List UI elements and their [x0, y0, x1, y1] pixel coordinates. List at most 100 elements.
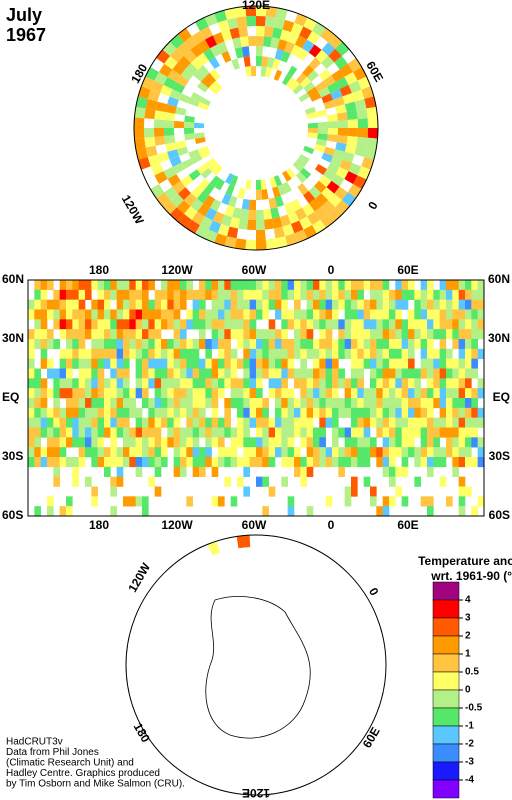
anomaly-cell	[271, 216, 283, 229]
anomaly-cell	[78, 339, 86, 350]
anomaly-cell	[446, 388, 453, 399]
anomaly-cell	[268, 437, 276, 448]
anomaly-cell	[78, 457, 86, 468]
anomaly-cell	[123, 299, 130, 310]
anomaly-cell	[169, 89, 182, 100]
anomaly-cell	[262, 398, 269, 409]
anomaly-cell	[414, 289, 421, 300]
anomaly-cell	[351, 407, 358, 418]
anomaly-cell	[161, 339, 168, 350]
anomaly-cell	[401, 427, 409, 438]
anomaly-cell	[321, 93, 334, 104]
anomaly-cell	[104, 457, 111, 468]
anomaly-cell	[224, 299, 231, 310]
south-pole-frame	[125, 534, 387, 796]
anomaly-cell	[351, 309, 358, 320]
anomaly-cell	[200, 77, 213, 89]
anomaly-cell	[458, 339, 466, 350]
anomaly-cell	[110, 398, 117, 409]
anomaly-cell	[104, 339, 111, 350]
anomaly-cell	[176, 146, 189, 157]
anomaly-cell	[211, 398, 219, 409]
legend-tick-label: -1	[465, 721, 474, 732]
anomaly-cell	[458, 398, 466, 409]
anomaly-cell	[357, 166, 371, 180]
anomaly-cell	[294, 457, 301, 468]
anomaly-cell	[66, 457, 73, 468]
anomaly-cell	[237, 398, 244, 409]
anomaly-cell	[221, 214, 233, 227]
anomaly-cell	[338, 427, 345, 438]
anomaly-cell	[53, 289, 60, 300]
anomaly-cell	[34, 427, 41, 438]
anomaly-cell	[401, 348, 409, 359]
anomaly-cell	[287, 348, 295, 359]
anomaly-cell	[256, 417, 263, 428]
anomaly-cell	[148, 457, 155, 468]
anomaly-cell	[186, 407, 193, 418]
anomaly-cell	[208, 84, 220, 95]
anomaly-cell	[154, 171, 168, 184]
anomaly-cell	[34, 437, 41, 448]
anomaly-cell	[110, 407, 117, 418]
anomaly-cell	[439, 368, 447, 379]
anomaly-cell	[477, 319, 485, 330]
anomaly-cell	[91, 437, 98, 448]
anomaly-cell	[97, 407, 105, 418]
anomaly-cell	[290, 22, 304, 36]
anomaly-cell	[66, 407, 73, 418]
anomaly-cell	[161, 388, 168, 399]
anomaly-cell	[28, 437, 35, 448]
anomaly-cell	[53, 388, 60, 399]
anomaly-cell	[85, 309, 92, 320]
anomaly-cell	[330, 89, 343, 100]
anomaly-cell	[142, 417, 149, 428]
anomaly-cell	[154, 437, 162, 448]
anomaly-cell	[306, 368, 314, 379]
anomaly-cell	[344, 427, 352, 438]
anomaly-cell	[357, 388, 364, 399]
anomaly-cell	[180, 457, 187, 468]
anomaly-cell	[370, 299, 377, 310]
anomaly-cell	[471, 457, 478, 468]
anomaly-cell	[123, 496, 130, 507]
anomaly-cell	[154, 110, 166, 120]
anomaly-cell	[238, 26, 248, 38]
anomaly-cell	[318, 175, 332, 188]
anomaly-cell	[471, 388, 478, 399]
anomaly-cell	[167, 437, 174, 448]
anomaly-cell	[181, 158, 194, 169]
anomaly-cell	[78, 437, 86, 448]
anomaly-cell	[458, 496, 466, 507]
anomaly-cell	[154, 457, 162, 468]
anomaly-cell	[313, 457, 320, 468]
anomaly-cell	[170, 193, 184, 208]
anomaly-cell	[370, 368, 377, 379]
anomaly-cell	[129, 289, 136, 300]
anomaly-cell	[389, 466, 396, 477]
anomaly-cell	[180, 289, 187, 300]
anomaly-cell	[321, 187, 335, 201]
anomaly-cell	[207, 541, 221, 556]
anomaly-cell	[218, 339, 225, 350]
anomaly-cell	[439, 299, 447, 310]
anomaly-cell	[167, 378, 174, 389]
anomaly-cell	[344, 299, 352, 310]
anomaly-cell	[135, 496, 143, 507]
anomaly-cell	[357, 339, 364, 350]
anomaly-cell	[357, 280, 364, 291]
anomaly-cell	[344, 388, 352, 399]
anomaly-cell	[281, 427, 288, 438]
anomaly-cell	[180, 466, 187, 477]
anomaly-cell	[325, 348, 333, 359]
anomaly-cell	[471, 299, 478, 310]
anomaly-cell	[319, 407, 326, 418]
anomaly-cell	[110, 506, 117, 517]
anomaly-cell	[319, 339, 326, 350]
anomaly-cell	[218, 457, 225, 468]
anomaly-cell	[66, 496, 73, 507]
legend-tick-label: 3	[465, 613, 471, 624]
anomaly-cell	[361, 156, 374, 170]
coord-label: 120W	[161, 263, 193, 277]
anomaly-cell	[186, 417, 193, 428]
